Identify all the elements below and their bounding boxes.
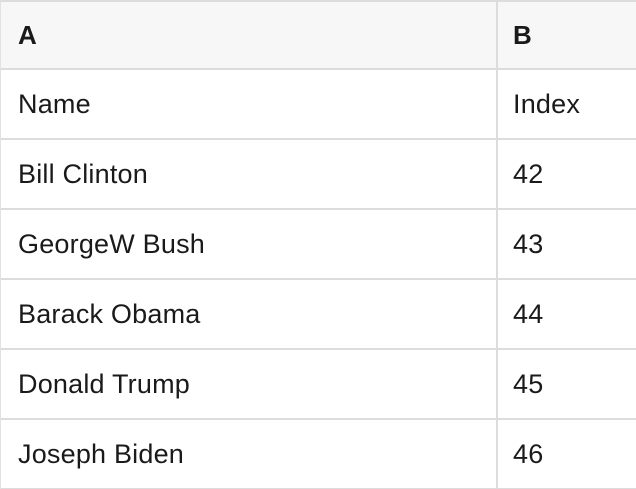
cell-b1[interactable]: Index <box>513 88 581 119</box>
table-row: Barack Obama 44 <box>1 280 636 350</box>
cell-a1[interactable]: Name <box>1 70 498 138</box>
column-header-a[interactable]: A <box>1 2 498 68</box>
cell-b4[interactable]: 44 <box>513 298 544 329</box>
cell-b3[interactable]: 43 <box>513 228 544 259</box>
cell-b6[interactable]: 46 <box>513 438 544 469</box>
table-row: GeorgeW Bush 43 <box>1 210 636 280</box>
table-row: Joseph Biden 46 <box>1 420 636 489</box>
cell-b5[interactable]: 45 <box>513 368 544 399</box>
table-row: Name Index <box>1 70 636 140</box>
table-row: Bill Clinton 42 <box>1 140 636 210</box>
cell-a2[interactable]: Bill Clinton <box>1 140 498 208</box>
cell-a6[interactable]: Joseph Biden <box>1 420 498 488</box>
table-row: Donald Trump 45 <box>1 350 636 420</box>
column-header-b[interactable]: B <box>513 19 532 50</box>
cell-a3[interactable]: GeorgeW Bush <box>1 210 498 278</box>
cell-b2[interactable]: 42 <box>513 158 544 189</box>
column-header-row: A B <box>1 2 636 70</box>
cell-a5[interactable]: Donald Trump <box>1 350 498 418</box>
cell-a4[interactable]: Barack Obama <box>1 280 498 348</box>
